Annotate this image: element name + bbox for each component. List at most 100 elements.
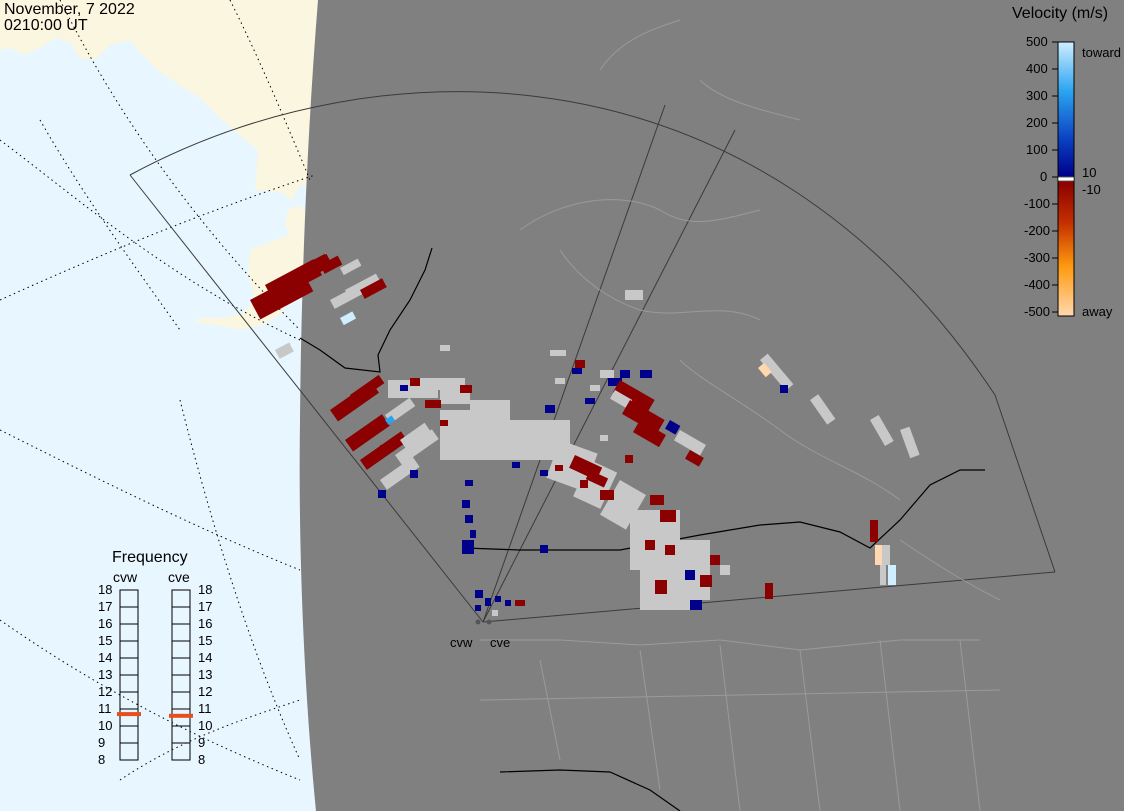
- velocity-tick-label: 200: [1026, 115, 1048, 130]
- velocity-tick-label: -300: [1024, 250, 1051, 265]
- alaska-landmass: [0, 0, 320, 200]
- echo-cell: [275, 342, 294, 359]
- site-cve-label: cve: [490, 635, 510, 650]
- echo-cell: [720, 565, 730, 575]
- echo-cell: [360, 278, 387, 299]
- echo-cell: [575, 360, 585, 368]
- echo-cell: [780, 385, 788, 393]
- frequency-scale-tick: 13: [198, 667, 213, 682]
- echo-cell: [880, 565, 886, 585]
- echo-cell: [600, 435, 608, 441]
- echo-cell: [585, 398, 595, 404]
- frequency-scale-tick: 15: [198, 633, 213, 648]
- echo-cell: [350, 374, 385, 404]
- echo-cell: [460, 385, 472, 393]
- echo-cell: [645, 540, 655, 550]
- political-borders: [299, 247, 985, 811]
- echo-cell: [465, 515, 473, 523]
- echo-cell: [690, 600, 702, 610]
- velocity-negative-threshold: -10: [1082, 182, 1101, 197]
- echo-cell: [475, 605, 481, 611]
- frequency-radar-cve-label: cve: [168, 569, 190, 585]
- frequency-scale-tick: 8: [198, 752, 206, 767]
- echo-cell: [475, 590, 483, 598]
- frequency-radar-cvw-label: cvw: [113, 569, 138, 585]
- frequency-scale-tick: 17: [198, 599, 213, 614]
- echo-cell: [339, 258, 362, 276]
- echo-cell: [380, 445, 388, 453]
- velocity-tick-label: 500: [1026, 34, 1048, 49]
- echo-cell: [425, 400, 441, 408]
- frequency-scale-tick: 9: [198, 735, 206, 750]
- frequency-scale-tick: 11: [198, 701, 212, 716]
- frequency-scale-tick: 10: [198, 718, 213, 733]
- frequency-scale-tick: 8: [98, 752, 106, 767]
- frequency-marker-cvw: [117, 712, 141, 717]
- echo-cell: [320, 255, 343, 274]
- echo-cell: [665, 545, 675, 555]
- echo-cell: [590, 385, 600, 391]
- echo-cell: [710, 555, 720, 565]
- echo-cell: [572, 368, 582, 374]
- velocity-tick-label: -400: [1024, 277, 1051, 292]
- frequency-scale-tick: 13: [98, 667, 113, 682]
- frequency-scale-tick: 12: [198, 684, 213, 699]
- echo-cell: [500, 420, 530, 460]
- echo-cell: [340, 311, 357, 326]
- frequency-bar-cvw: [117, 589, 141, 761]
- frequency-marker-cve: [169, 713, 193, 718]
- velocity-away-label: away: [1082, 304, 1113, 319]
- velocity-tick-marks: [1052, 41, 1058, 313]
- time-label: 0210:00 UT: [4, 17, 88, 34]
- velocity-tick-label: 300: [1026, 88, 1048, 103]
- echo-cell: [625, 290, 643, 300]
- echo-cell: [395, 429, 439, 465]
- echo-cell: [462, 540, 474, 554]
- velocity-positive-threshold: 10: [1082, 165, 1097, 180]
- echo-cell: [505, 600, 511, 606]
- echo-cell: [410, 470, 418, 478]
- echo-cell: [760, 353, 794, 391]
- frequency-scale-tick: 18: [98, 582, 113, 597]
- lat-lon-grid: [0, 0, 316, 781]
- echo-cell: [540, 545, 548, 553]
- echo-cell: [685, 450, 704, 467]
- echo-cell: [585, 469, 609, 488]
- echo-cell: [400, 385, 408, 391]
- velocity-tick-label: 0: [1040, 169, 1048, 184]
- echo-cell: [492, 610, 498, 616]
- echo-cell: [700, 575, 712, 587]
- echo-cell: [410, 378, 420, 386]
- velocity-zero-band: [1057, 176, 1075, 182]
- echo-cell: [420, 378, 465, 390]
- echo-cell: [344, 273, 381, 299]
- echo-cell: [550, 350, 566, 356]
- velocity-tick-label: -200: [1024, 223, 1051, 238]
- echo-cell: [573, 459, 618, 509]
- frequency-scale-tick: 16: [198, 616, 213, 631]
- echo-cell: [378, 490, 386, 498]
- echo-cell: [633, 420, 666, 448]
- echo-cell: [440, 345, 450, 351]
- echo-cell: [888, 565, 896, 585]
- echo-cell: [609, 390, 633, 409]
- echo-cell: [613, 380, 655, 413]
- echo-cell: [440, 420, 448, 426]
- echo-cell: [660, 510, 676, 522]
- echo-cell: [462, 500, 470, 508]
- echo-cell: [655, 580, 667, 594]
- echo-cell: [870, 520, 878, 542]
- frequency-scale-tick: 9: [98, 735, 106, 750]
- frequency-scale-tick: 11: [98, 701, 112, 716]
- frequency-scale-tick: 18: [198, 582, 213, 597]
- radar-echoes: [250, 253, 920, 616]
- echo-cell: [608, 378, 622, 386]
- echo-cell: [384, 415, 395, 425]
- echo-cell: [875, 545, 883, 565]
- frequency-scale-tick: 16: [98, 616, 113, 631]
- echo-cell: [540, 470, 548, 476]
- echo-cell: [600, 479, 646, 530]
- coastlines: [479, 19, 1001, 811]
